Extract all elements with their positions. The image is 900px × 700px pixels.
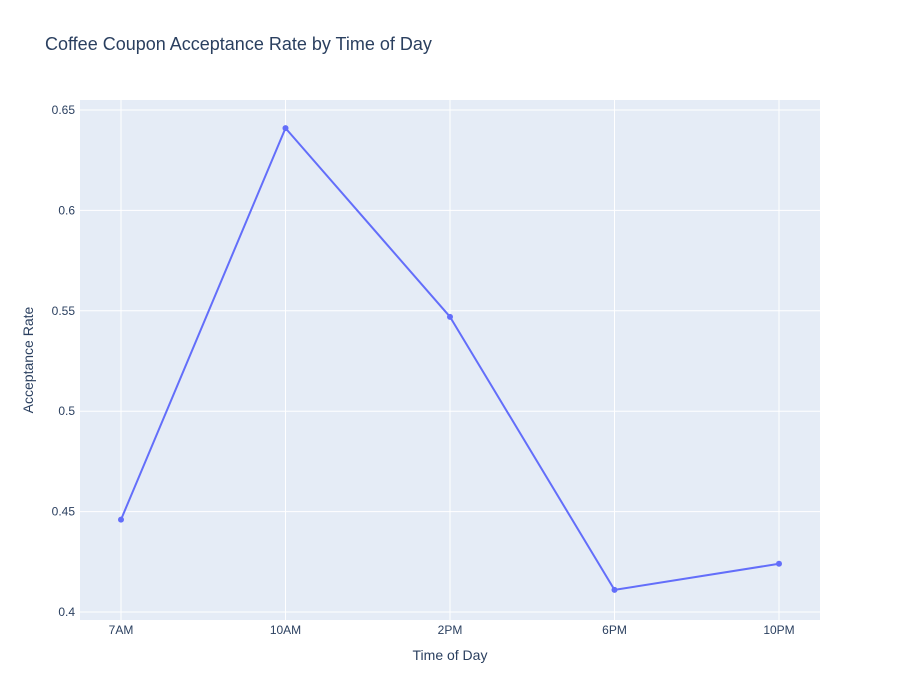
x-tick-labels: 7AM 10AM 2PM 6PM 10PM bbox=[109, 623, 795, 637]
series-layer bbox=[118, 125, 782, 593]
y-tick-label: 0.55 bbox=[52, 304, 76, 318]
x-tick-label: 2PM bbox=[438, 623, 463, 637]
y-tick-label: 0.45 bbox=[52, 505, 76, 519]
y-tick-label: 0.4 bbox=[58, 605, 75, 619]
data-point[interactable] bbox=[447, 313, 453, 320]
x-axis-title: Time of Day bbox=[413, 647, 488, 663]
y-grid-lines bbox=[80, 109, 820, 613]
x-tick-label: 7AM bbox=[109, 623, 134, 637]
chart-title: Coffee Coupon Acceptance Rate by Time of… bbox=[45, 34, 432, 54]
y-tick-label: 0.5 bbox=[58, 404, 75, 418]
y-tick-labels: 0.4 0.45 0.5 0.55 0.6 0.65 bbox=[52, 103, 76, 619]
y-axis-title: Acceptance Rate bbox=[20, 306, 36, 413]
x-grid-lines bbox=[120, 100, 780, 620]
x-tick-label: 6PM bbox=[602, 623, 627, 637]
x-tick-label: 10PM bbox=[763, 623, 794, 637]
data-point[interactable] bbox=[776, 560, 782, 567]
data-point[interactable] bbox=[611, 586, 618, 593]
y-tick-label: 0.6 bbox=[58, 203, 75, 217]
data-point[interactable] bbox=[118, 516, 124, 523]
x-tick-label: 10AM bbox=[270, 623, 301, 637]
data-point[interactable] bbox=[282, 125, 289, 132]
y-tick-label: 0.65 bbox=[52, 103, 76, 117]
